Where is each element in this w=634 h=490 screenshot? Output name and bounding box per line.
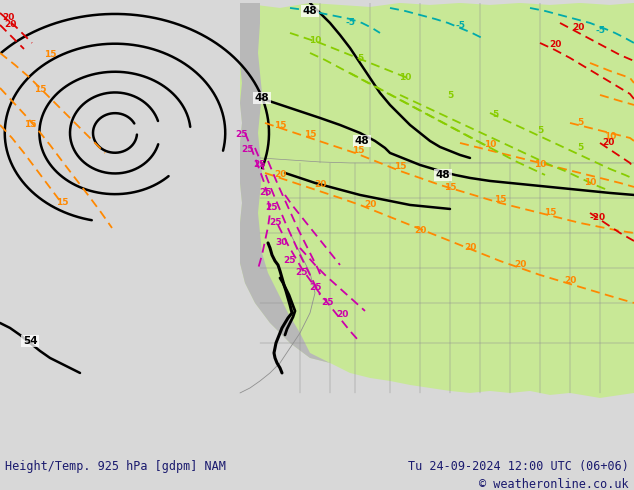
Text: 15: 15 xyxy=(394,163,406,172)
Text: 10: 10 xyxy=(604,132,616,142)
Text: 5: 5 xyxy=(537,126,543,135)
Text: 48: 48 xyxy=(302,6,317,16)
Text: 25: 25 xyxy=(284,256,296,266)
Text: 15: 15 xyxy=(304,130,316,140)
Text: 10: 10 xyxy=(484,141,496,149)
Text: 15: 15 xyxy=(34,85,46,95)
Text: 20: 20 xyxy=(602,139,614,147)
Text: 5: 5 xyxy=(577,119,583,127)
Text: 20: 20 xyxy=(464,244,476,252)
Text: 15: 15 xyxy=(544,208,556,218)
Text: 15: 15 xyxy=(444,183,456,193)
Text: 15: 15 xyxy=(352,147,365,155)
Polygon shape xyxy=(238,3,330,363)
Text: 20: 20 xyxy=(514,261,526,270)
Polygon shape xyxy=(238,3,634,398)
Text: 20: 20 xyxy=(549,41,561,49)
Text: 20: 20 xyxy=(572,24,584,32)
Text: 48: 48 xyxy=(436,170,450,180)
Text: 20: 20 xyxy=(564,276,576,286)
Text: 20: 20 xyxy=(364,200,376,209)
Text: 25: 25 xyxy=(242,146,254,154)
Polygon shape xyxy=(0,3,240,443)
Text: 20: 20 xyxy=(314,180,326,190)
Text: 10: 10 xyxy=(534,160,546,170)
Text: © weatheronline.co.uk: © weatheronline.co.uk xyxy=(479,478,629,490)
Text: 30: 30 xyxy=(276,239,288,247)
Text: 5: 5 xyxy=(357,54,363,63)
Text: -5: -5 xyxy=(595,26,605,35)
Text: 20: 20 xyxy=(2,13,14,23)
Text: 10: 10 xyxy=(399,74,411,82)
Text: 20: 20 xyxy=(336,311,348,319)
Text: 25: 25 xyxy=(295,269,308,277)
Text: 25: 25 xyxy=(259,189,271,197)
Text: 48: 48 xyxy=(255,93,269,103)
Text: 10: 10 xyxy=(309,36,321,46)
Text: 10: 10 xyxy=(584,178,596,188)
Text: 5: 5 xyxy=(492,110,498,120)
Text: 20: 20 xyxy=(274,171,286,179)
Text: 25: 25 xyxy=(321,298,334,307)
Text: -5: -5 xyxy=(345,19,355,27)
Text: 5: 5 xyxy=(447,92,453,100)
Text: 15: 15 xyxy=(44,50,56,59)
Text: -5: -5 xyxy=(455,22,465,30)
Text: 54: 54 xyxy=(23,336,37,346)
Text: Tu 24-09-2024 12:00 UTC (06+06): Tu 24-09-2024 12:00 UTC (06+06) xyxy=(408,460,629,473)
Text: 25: 25 xyxy=(309,283,321,293)
Text: 20: 20 xyxy=(414,226,426,236)
Text: 25: 25 xyxy=(269,219,281,227)
Text: 15: 15 xyxy=(274,122,286,130)
Text: 5: 5 xyxy=(577,144,583,152)
Text: Height/Temp. 925 hPa [gdpm] NAM: Height/Temp. 925 hPa [gdpm] NAM xyxy=(5,460,226,473)
Text: 25: 25 xyxy=(266,203,278,213)
Text: 25: 25 xyxy=(254,160,266,170)
Text: 15: 15 xyxy=(494,196,507,204)
Text: 15: 15 xyxy=(56,198,68,207)
Text: -20: -20 xyxy=(590,214,606,222)
Text: 15: 15 xyxy=(23,121,36,129)
Text: 25: 25 xyxy=(236,130,249,140)
Text: 48: 48 xyxy=(354,136,370,146)
Text: 20: 20 xyxy=(4,21,16,29)
